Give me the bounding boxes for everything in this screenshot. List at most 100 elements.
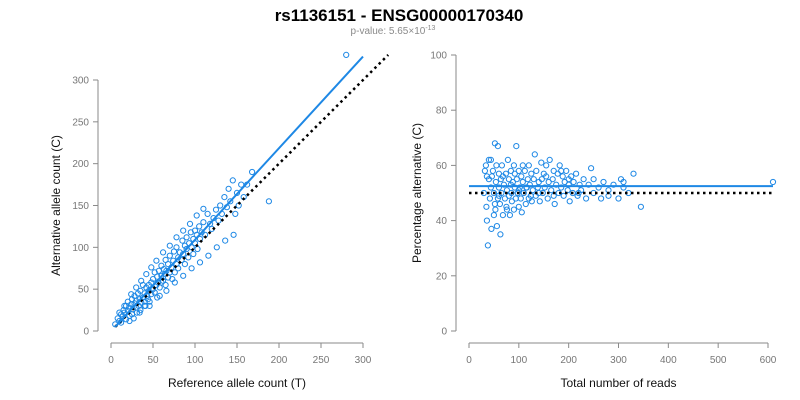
data-point (550, 167, 557, 174)
data-point (481, 167, 488, 174)
data-point (166, 252, 173, 259)
data-point (511, 170, 518, 177)
data-point (173, 244, 180, 251)
data-point (493, 162, 500, 169)
y-tick-label: 50 (78, 285, 90, 296)
p-value-subtitle: p-value: 5.65×10-13 (351, 25, 436, 37)
data-point (487, 184, 494, 191)
data-point (180, 227, 187, 234)
y-tick-label: 0 (441, 327, 447, 338)
data-point (238, 181, 245, 188)
data-point (171, 269, 178, 276)
data-point (536, 198, 543, 205)
data-point (193, 212, 200, 219)
x-tick-label: 600 (760, 355, 777, 366)
data-point (538, 176, 545, 183)
data-point (493, 223, 500, 230)
data-point (483, 203, 490, 210)
x-tick-label: 400 (660, 355, 677, 366)
data-point (148, 279, 155, 286)
data-point (148, 264, 155, 271)
data-point (525, 162, 532, 169)
data-point (558, 184, 565, 191)
data-point (163, 287, 170, 294)
x-tick-label: 200 (271, 355, 288, 366)
data-point (227, 198, 234, 205)
data-point (518, 209, 525, 216)
data-point (570, 178, 577, 186)
data-point (549, 176, 556, 183)
data-point (576, 181, 583, 188)
data-point (504, 156, 511, 163)
y-tick-label: 150 (72, 201, 89, 212)
data-point (516, 184, 523, 191)
data-point (517, 195, 524, 202)
data-point (163, 267, 170, 274)
data-point (183, 234, 190, 241)
data-point (508, 189, 515, 197)
x-tick-label: 200 (560, 355, 577, 366)
data-point (249, 168, 256, 176)
data-point (499, 212, 506, 219)
data-point (563, 167, 570, 174)
data-point (590, 176, 597, 183)
data-point (519, 162, 526, 169)
data-point (487, 156, 494, 163)
y-tick-label: 40 (436, 216, 448, 227)
data-point (529, 187, 536, 194)
data-point (553, 181, 560, 188)
data-point (156, 292, 163, 299)
data-point (558, 167, 565, 174)
data-point (541, 184, 548, 191)
data-point (492, 206, 499, 213)
data-point (630, 170, 637, 177)
data-point (569, 189, 576, 197)
data-point (588, 165, 595, 172)
data-point (566, 198, 573, 205)
data-point (213, 244, 220, 251)
data-point (580, 176, 587, 183)
data-point (524, 176, 531, 183)
data-point (265, 198, 272, 205)
data-point (121, 302, 128, 309)
data-point (620, 178, 627, 186)
y-tick-label: 80 (436, 106, 448, 117)
data-point (505, 176, 512, 183)
data-point (343, 51, 350, 59)
data-point (551, 200, 558, 208)
data-point (232, 210, 239, 217)
data-point (495, 192, 502, 199)
y-tick-label: 20 (436, 271, 448, 282)
data-point (146, 298, 153, 305)
data-point (215, 217, 222, 224)
data-point (543, 173, 550, 180)
data-point (503, 206, 510, 213)
data-point (151, 289, 158, 296)
data-point (128, 291, 135, 298)
data-point (598, 195, 605, 202)
data-point (513, 176, 520, 183)
data-point (136, 296, 143, 303)
reference-line (114, 54, 390, 328)
y-tick-label: 0 (83, 327, 89, 338)
data-point (585, 181, 592, 188)
data-point (181, 261, 188, 268)
x-axis-label: Reference allele count (T) (168, 376, 306, 390)
data-point (233, 189, 241, 196)
data-point (496, 200, 503, 208)
x-tick-label: 100 (187, 355, 204, 366)
y-tick-label: 250 (72, 117, 89, 128)
data-point (533, 167, 540, 174)
data-point (204, 210, 211, 217)
y-tick-label: 200 (72, 159, 89, 170)
data-point (492, 178, 499, 186)
data-point (221, 194, 228, 201)
data-point (179, 237, 186, 244)
data-point (133, 284, 140, 291)
data-point (200, 219, 207, 226)
data-point (544, 195, 551, 202)
data-point (559, 173, 566, 180)
data-point (488, 225, 495, 232)
